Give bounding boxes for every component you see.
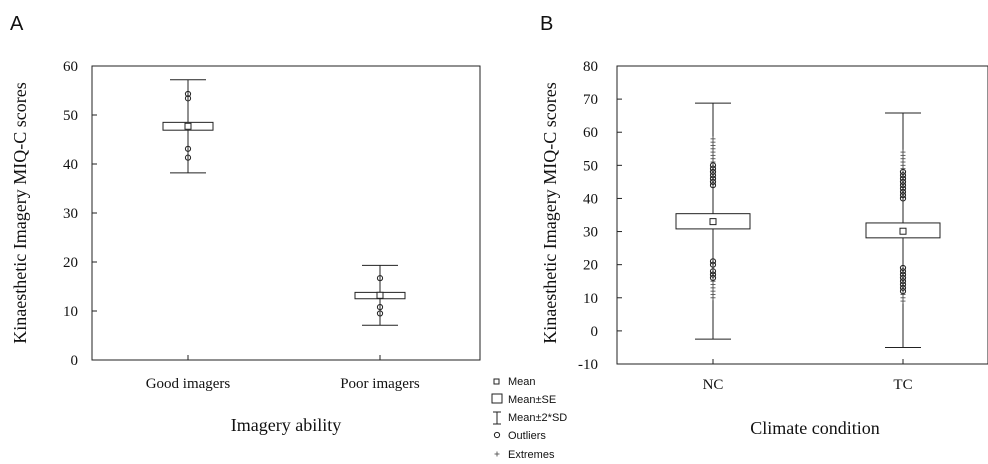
y-tick-label: 20 <box>583 258 598 274</box>
y-axis-b: -10 0 10 20 30 40 50 60 70 80 <box>578 59 622 373</box>
plot-frame-a <box>91 65 481 361</box>
y-tick-label: 80 <box>583 59 598 75</box>
legend-mean-marker <box>493 378 500 385</box>
outlier-point <box>899 195 907 202</box>
legend-item-se: Mean±SE <box>491 393 556 406</box>
panel-letter-b: B <box>540 13 553 35</box>
outlier-point <box>709 274 717 282</box>
outlier-point <box>899 185 907 192</box>
outlier-point <box>899 182 907 189</box>
outlier-point <box>184 145 192 152</box>
outlier-point <box>899 268 907 275</box>
x-axis-a: Good imagers Poor imagers <box>146 355 420 392</box>
boxes-b <box>675 102 941 348</box>
outlier-point <box>709 178 717 185</box>
x-tick-label: Poor imagers <box>340 376 420 392</box>
boxes-a <box>162 79 406 326</box>
outlier-point <box>899 281 907 288</box>
legend-se-marker <box>491 393 503 404</box>
outlier-point <box>709 271 717 278</box>
legend-item-sd: Mean±2*SD <box>493 411 567 425</box>
y-tick-label: 0 <box>71 353 79 369</box>
x-axis-b: NC TC <box>703 359 913 393</box>
outlier-point <box>899 172 907 179</box>
outlier-point <box>709 162 717 169</box>
outlier-point <box>709 182 717 189</box>
chart-panel-a: 0 10 20 30 40 50 60 Good imagers Poor imagers K… <box>10 59 481 435</box>
y-tick-label: 0 <box>591 324 599 340</box>
mean-marker <box>709 218 717 226</box>
outlier-point <box>899 288 907 295</box>
outlier-point <box>899 271 907 278</box>
outlier-point <box>709 168 717 176</box>
outlier-point <box>899 284 907 291</box>
legend: Mean Mean±SE Mean±2*SD Outliers Extremes <box>491 376 567 461</box>
panel-letter-a: A <box>10 13 24 35</box>
legend-item-extreme: Extremes <box>494 449 555 461</box>
y-tick-label: 20 <box>63 255 78 271</box>
plot-frame-b <box>616 65 988 365</box>
legend-item-outlier: Outliers <box>493 430 546 442</box>
y-axis-label-b: Kinaesthetic Imagery MIQ-C scores <box>540 82 560 343</box>
mean-marker <box>899 227 907 235</box>
y-tick-label: 10 <box>583 291 598 307</box>
mean-marker <box>376 291 384 299</box>
outlier-point <box>899 192 907 199</box>
y-tick-label: 30 <box>583 225 598 241</box>
box-tc <box>865 112 941 348</box>
y-tick-label: 50 <box>583 158 598 174</box>
outlier-point <box>899 168 907 176</box>
x-axis-label-b: Climate condition <box>750 418 879 438</box>
legend-item-mean: Mean <box>493 376 536 388</box>
outlier-point <box>899 175 907 182</box>
outlier-point <box>899 264 907 272</box>
x-axis-label-a: Imagery ability <box>231 415 341 435</box>
y-tick-label: 70 <box>583 92 598 108</box>
outlier-point <box>184 90 192 98</box>
legend-label-se: Mean±SE <box>508 394 556 406</box>
x-tick-label: TC <box>893 377 912 393</box>
outlier-point <box>709 172 717 179</box>
outlier-point <box>376 310 384 317</box>
legend-label-outlier: Outliers <box>508 430 546 442</box>
outlier-point <box>376 303 384 311</box>
outlier-point <box>709 261 717 268</box>
y-axis-a: 0 10 20 30 40 50 60 <box>63 59 97 369</box>
y-tick-label: 40 <box>63 157 78 173</box>
y-tick-label: 50 <box>63 108 78 124</box>
legend-label-sd: Mean±2*SD <box>508 412 567 424</box>
x-tick-label: NC <box>703 377 724 393</box>
outlier-point <box>899 178 907 185</box>
y-axis-label-a: Kinaesthetic Imagery MIQ-C scores <box>10 82 30 343</box>
outlier-point <box>709 258 717 265</box>
legend-label-mean: Mean <box>508 376 536 388</box>
outlier-point <box>899 188 907 195</box>
x-tick-label: Good imagers <box>146 376 231 392</box>
y-tick-label: 30 <box>63 206 78 222</box>
outlier-point <box>184 154 192 161</box>
y-tick-label: -10 <box>578 357 598 373</box>
mean-marker <box>184 122 192 130</box>
y-tick-label: 10 <box>63 304 78 320</box>
y-tick-label: 60 <box>63 59 78 75</box>
outlier-point <box>709 175 717 182</box>
chart-panel-b: -10 0 10 20 30 40 50 60 70 80 NC TC Kinaesthetic I… <box>540 59 988 438</box>
outlier-point <box>376 275 384 282</box>
outlier-point <box>709 165 717 172</box>
legend-outlier-marker <box>493 431 501 439</box>
legend-label-extreme: Extremes <box>508 449 555 461</box>
outlier-point <box>899 274 907 282</box>
outlier-point <box>899 278 907 285</box>
box-good-imagers <box>162 79 214 174</box>
outlier-point <box>709 268 717 275</box>
box-poor-imagers <box>354 264 406 326</box>
box-nc <box>675 102 751 340</box>
outlier-point <box>184 95 192 102</box>
y-tick-label: 60 <box>583 125 598 141</box>
y-tick-label: 40 <box>583 191 598 207</box>
